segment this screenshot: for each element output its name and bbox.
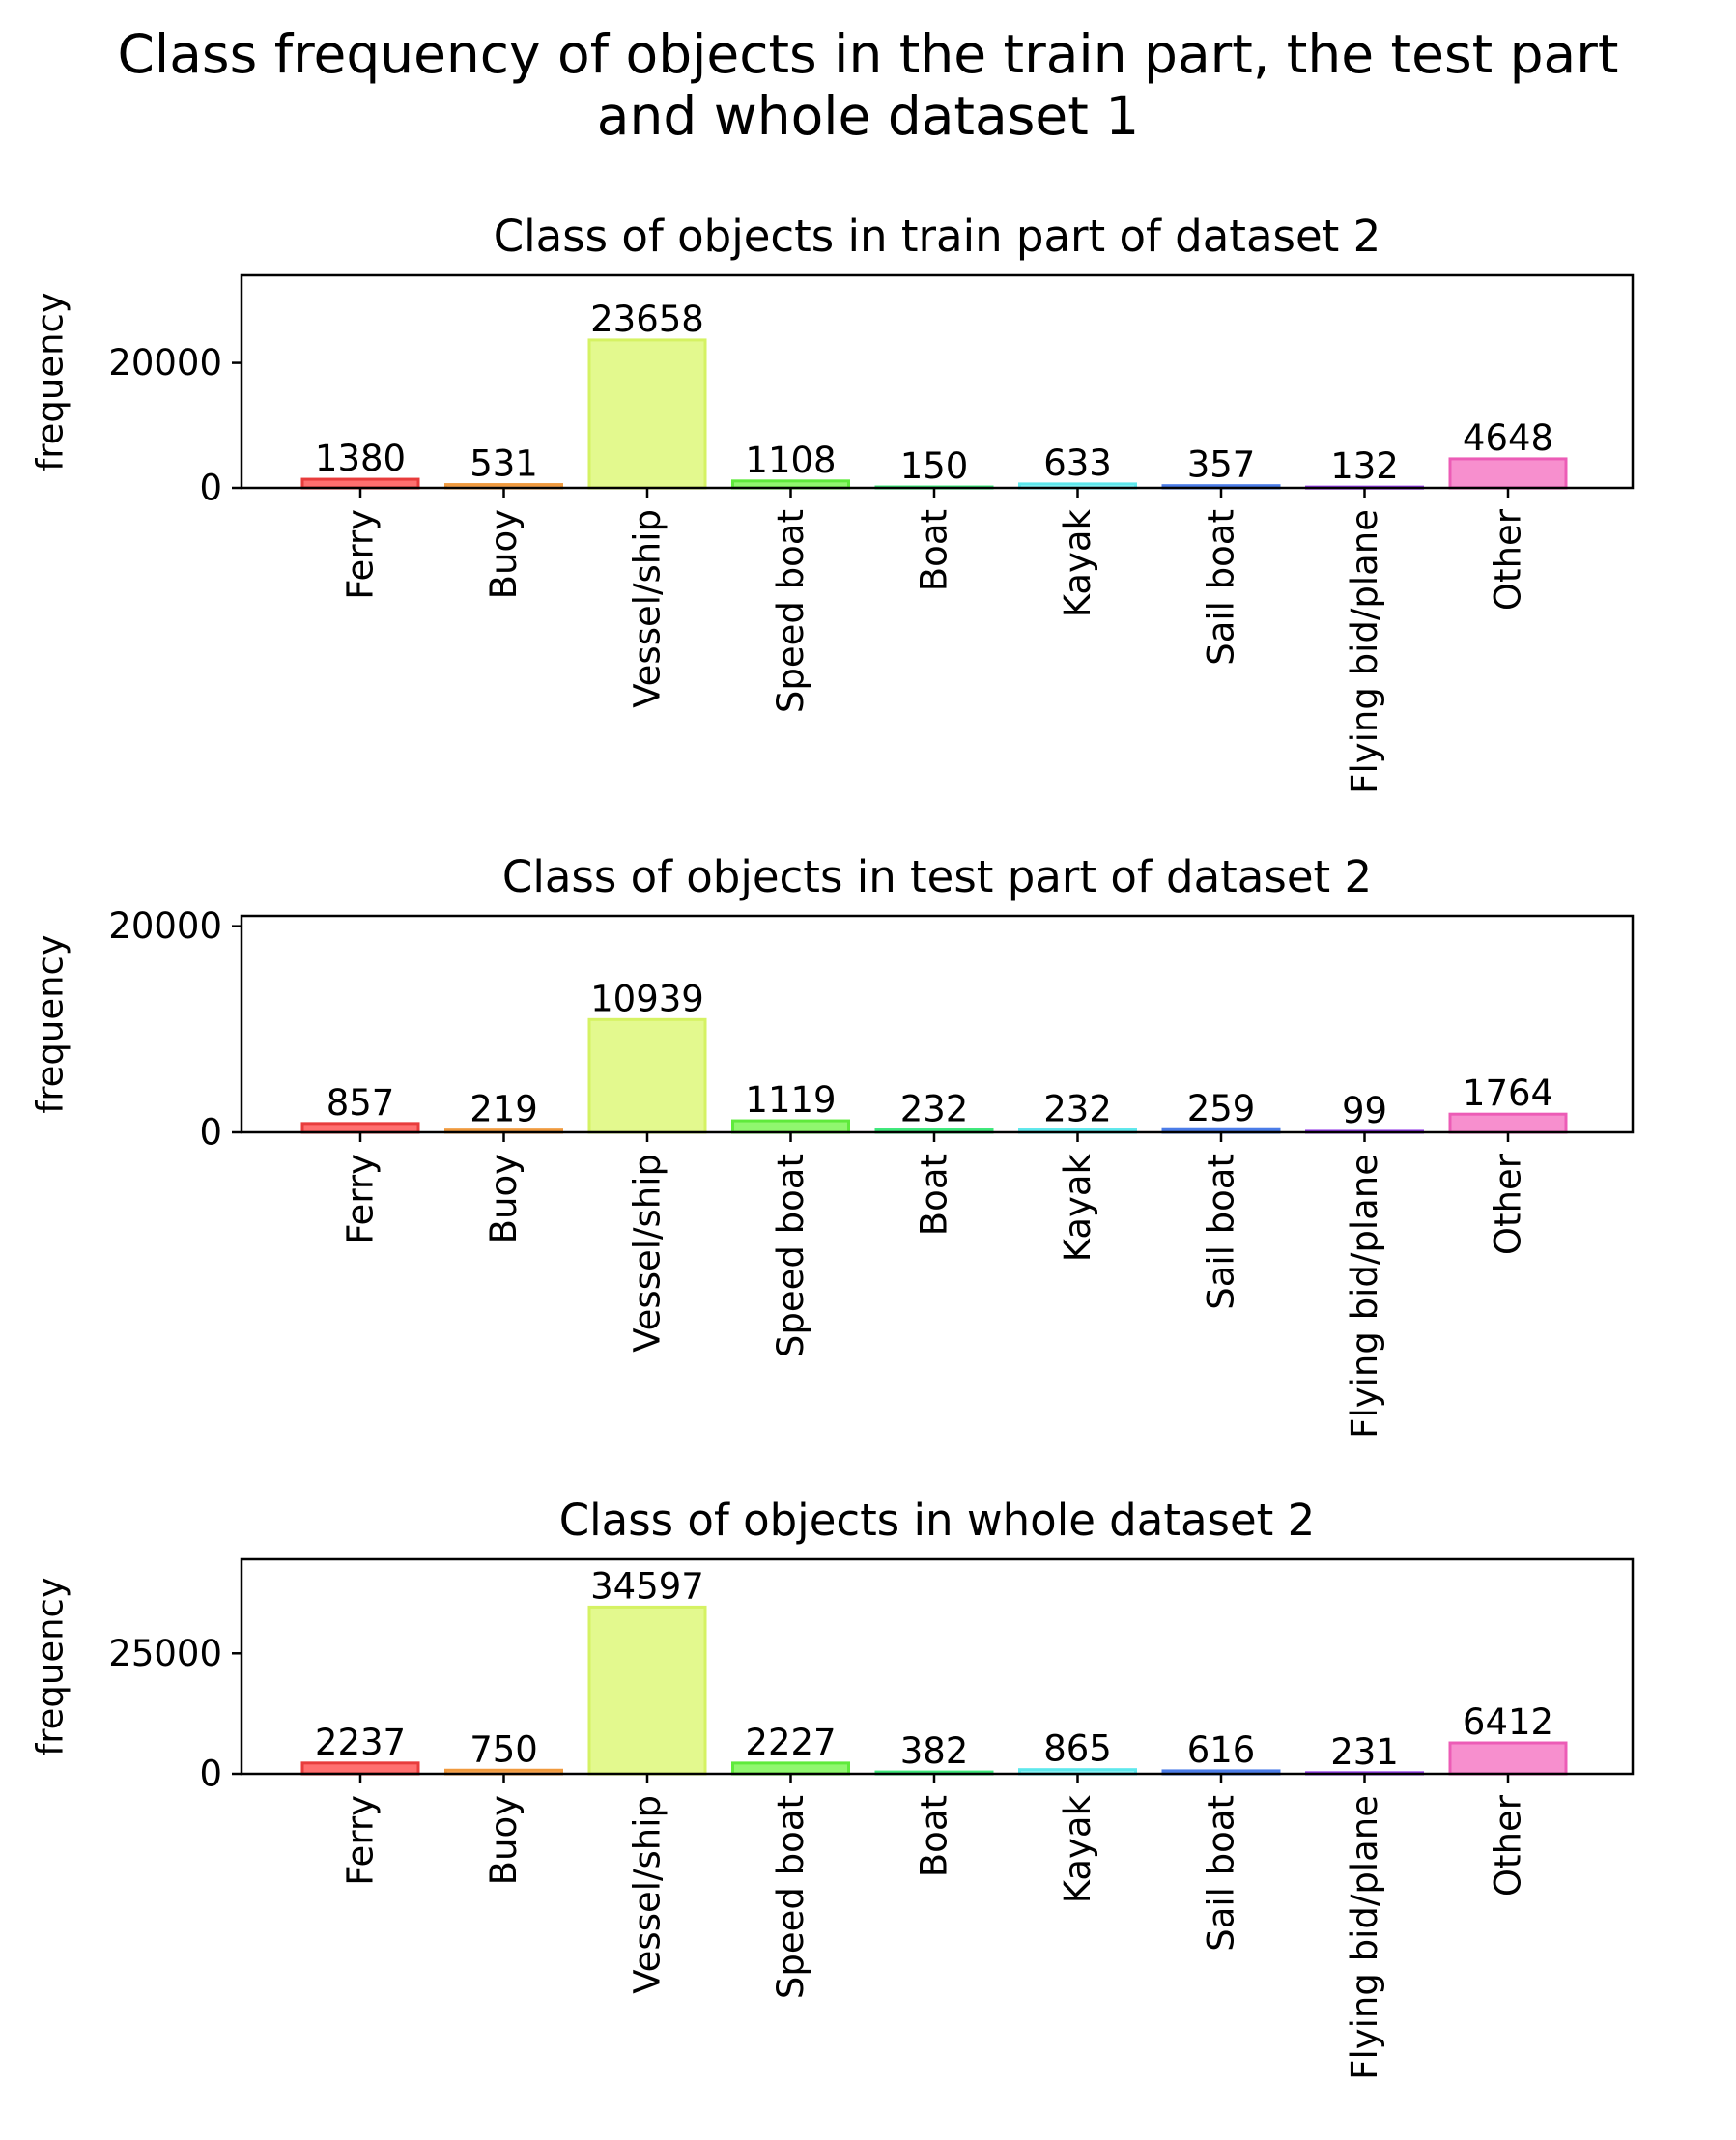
- bar-data-label: 616: [1187, 1729, 1256, 1771]
- axes-frame: [240, 914, 1635, 1134]
- bar-data-label: 132: [1330, 445, 1399, 487]
- x-tick-label: Vessel/ship: [627, 1795, 669, 1994]
- figure-title-line-1: Class frequency of objects in the train …: [117, 23, 1619, 85]
- bar: [731, 1119, 850, 1134]
- bar-data-label: 750: [470, 1728, 538, 1770]
- y-tick-label: 0: [199, 1754, 222, 1795]
- bar: [587, 1605, 707, 1776]
- x-tick-label: Ferry: [340, 509, 382, 600]
- chart-title: Class of objects in test part of dataset…: [502, 851, 1372, 902]
- x-tick-label: Other: [1488, 1794, 1529, 1897]
- x-tick-label: Boat: [914, 1154, 955, 1236]
- bar-data-label: 259: [1187, 1088, 1256, 1129]
- y-axis-label: frequency: [30, 934, 71, 1114]
- bar-data-label: 150: [900, 445, 969, 487]
- bar-data-label: 357: [1187, 444, 1256, 486]
- bar: [587, 1017, 707, 1134]
- y-axis-label: frequency: [30, 292, 71, 471]
- bar-data-label: 1119: [745, 1079, 836, 1121]
- bar-data-label: 2237: [315, 1722, 406, 1763]
- x-tick-label: Speed boat: [770, 1795, 811, 1999]
- x-tick-label: Speed boat: [770, 1154, 811, 1357]
- axes-frame: [240, 1557, 1635, 1776]
- bar-data-label: 857: [327, 1082, 395, 1124]
- bar-data-label: 232: [900, 1089, 969, 1130]
- bar-data-label: 99: [1342, 1090, 1387, 1131]
- bar: [1448, 1112, 1568, 1134]
- bar-data-label: 2227: [745, 1722, 836, 1763]
- bar-data-label: 1764: [1463, 1072, 1553, 1114]
- bar-data-label: 633: [1043, 442, 1112, 484]
- bar-data-label: 531: [470, 443, 538, 485]
- x-tick-label: Buoy: [483, 1795, 525, 1885]
- chart-title: Class of objects in train part of datase…: [494, 211, 1381, 262]
- bar-data-label: 6412: [1463, 1701, 1553, 1743]
- x-tick-label: Flying bid/plane: [1344, 509, 1385, 794]
- bar-data-label: 34597: [590, 1565, 704, 1607]
- bar-data-label: 219: [470, 1089, 538, 1130]
- x-tick-label: Flying bid/plane: [1344, 1154, 1385, 1439]
- x-tick-label: Kayak: [1057, 1794, 1098, 1903]
- x-tick-label: Sail boat: [1201, 1795, 1242, 1952]
- bar-data-label: 232: [1043, 1089, 1112, 1130]
- y-tick-label: 20000: [108, 342, 222, 384]
- x-tick-label: Ferry: [340, 1154, 382, 1244]
- bar-data-label: 10939: [590, 978, 704, 1019]
- x-tick-label: Other: [1488, 1153, 1529, 1255]
- bar-data-label: 231: [1330, 1731, 1399, 1773]
- x-tick-label: Flying bid/plane: [1344, 1795, 1385, 2080]
- x-tick-label: Sail boat: [1201, 509, 1242, 666]
- chart-title: Class of objects in whole dataset 2: [559, 1495, 1316, 1546]
- chart-panel-2: Class of objects in test part of dataset…: [30, 851, 1635, 1439]
- x-tick-label: Sail boat: [1201, 1154, 1242, 1310]
- y-tick-label: 25000: [108, 1633, 222, 1674]
- figure-title: Class frequency of objects in the train …: [0, 23, 1736, 147]
- x-tick-label: Boat: [914, 1795, 955, 1877]
- chart-panel-3: Class of objects in whole dataset 2 2237 F…: [30, 1495, 1635, 2080]
- x-tick-label: Other: [1488, 508, 1529, 611]
- y-tick-label: 0: [199, 1112, 222, 1154]
- x-tick-label: Vessel/ship: [627, 1154, 669, 1353]
- bar: [1448, 457, 1568, 490]
- bar: [1448, 1741, 1568, 1776]
- bar-data-label: 865: [1043, 1728, 1112, 1770]
- bar: [300, 1761, 420, 1776]
- x-tick-label: Ferry: [340, 1795, 382, 1886]
- bar-data-label: 23658: [590, 299, 704, 340]
- bar-data-label: 1380: [315, 438, 406, 479]
- bar: [587, 338, 707, 490]
- x-tick-label: Vessel/ship: [627, 509, 669, 708]
- x-tick-label: Buoy: [483, 1154, 525, 1243]
- bar-data-label: 4648: [1463, 417, 1553, 459]
- x-tick-label: Kayak: [1057, 1153, 1098, 1262]
- x-tick-label: Buoy: [483, 509, 525, 599]
- bar-data-label: 1108: [745, 440, 836, 481]
- bar: [300, 1122, 420, 1134]
- x-tick-label: Boat: [914, 509, 955, 591]
- bar: [300, 477, 420, 490]
- y-axis-label: frequency: [30, 1577, 71, 1756]
- x-tick-label: Kayak: [1057, 508, 1098, 617]
- y-tick-label: 0: [199, 468, 222, 509]
- figure-title-line-2: and whole dataset 1: [596, 85, 1140, 147]
- bar-data-label: 382: [900, 1730, 969, 1772]
- chart-panel-1: Class of objects in train part of datase…: [30, 211, 1635, 794]
- x-tick-label: Speed boat: [770, 509, 811, 713]
- y-tick-label: 20000: [108, 905, 222, 947]
- bar: [731, 1761, 850, 1776]
- axes-frame: [240, 273, 1635, 490]
